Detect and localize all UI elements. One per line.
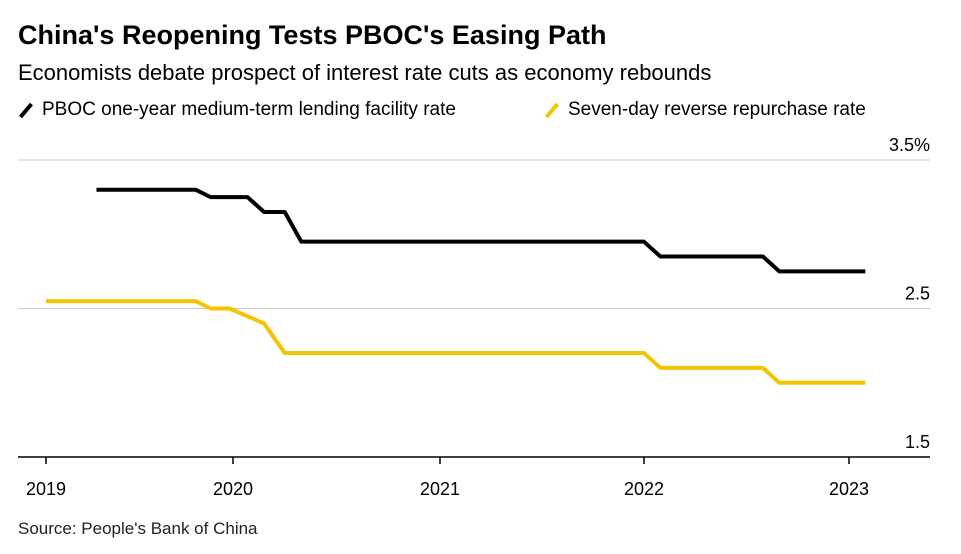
- source-note: Source: People's Bank of China: [18, 519, 258, 538]
- x-tick-label: 2022: [624, 479, 664, 499]
- x-tick-label: 2020: [213, 479, 253, 499]
- legend-label-repo: Seven-day reverse repurchase rate: [568, 99, 866, 120]
- x-tick-label: 2019: [26, 479, 66, 499]
- y-tick-label: 2.5: [905, 284, 930, 304]
- legend-label-mlf: PBOC one-year medium-term lending facili…: [42, 99, 456, 120]
- x-tick-label: 2021: [420, 479, 460, 499]
- y-tick-label: 3.5%: [889, 135, 930, 155]
- chart-subtitle: Economists debate prospect of interest r…: [18, 60, 712, 85]
- legend-item-mlf: PBOC one-year medium-term lending facili…: [18, 99, 456, 121]
- series-line-reverse-repo: [46, 299, 866, 385]
- chart-title: China's Reopening Tests PBOC's Easing Pa…: [18, 20, 607, 50]
- series-line-mlf: [96, 187, 866, 274]
- y-tick-label: 1.5: [905, 432, 930, 452]
- x-tick-label: 2023: [829, 479, 869, 499]
- legend-item-repo: Seven-day reverse repurchase rate: [544, 99, 866, 121]
